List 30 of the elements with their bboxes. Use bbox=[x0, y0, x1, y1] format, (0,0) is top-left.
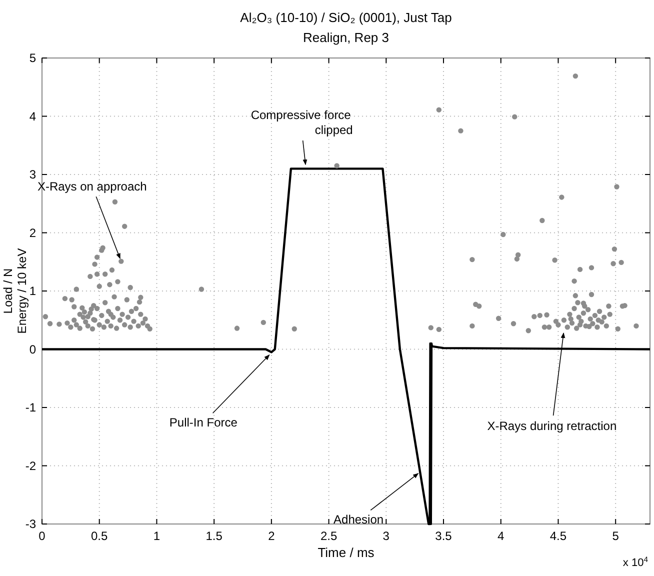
annotation: Adhesion bbox=[334, 512, 384, 527]
y-axis-title: Load / N Energy / 10 keV bbox=[1, 248, 29, 334]
x-tick-label: 0 bbox=[38, 529, 46, 543]
x-tick-label: 5 bbox=[612, 529, 620, 543]
chart-title: Al₂O₃ (10-10) / SiO₂ (0001), Just Tap bbox=[240, 10, 452, 25]
y-tick-label: 1 bbox=[29, 284, 36, 298]
y-tick-label: 2 bbox=[29, 226, 36, 240]
y-tick-label: 5 bbox=[29, 51, 36, 65]
y-tick-label: -2 bbox=[25, 458, 36, 473]
chart-subtitle: Realign, Rep 3 bbox=[303, 30, 389, 45]
x-tick-label: 3 bbox=[382, 529, 390, 543]
x-axis-title: Time / ms bbox=[318, 545, 375, 560]
x-tick-label: 1 bbox=[153, 529, 160, 543]
x-tick-label: 1.5 bbox=[206, 529, 223, 543]
text: x 10$^{4}$ bbox=[622, 554, 649, 569]
x-tick-label: 2.5 bbox=[320, 529, 338, 543]
x-tick-label: 3.5 bbox=[435, 529, 452, 543]
x-tick-label: 4 bbox=[498, 529, 505, 543]
x-tick-label: 0.5 bbox=[91, 529, 108, 543]
y-tick-label: 4 bbox=[29, 109, 36, 124]
annotation: Pull-In Force bbox=[169, 416, 238, 430]
annotation: Compressive force clipped bbox=[250, 108, 353, 138]
y-tick-label: 3 bbox=[29, 168, 36, 182]
x-tick-label: 2 bbox=[268, 529, 276, 543]
annotation: X-Rays during retraction bbox=[487, 419, 617, 434]
annotation: X-Rays on approach bbox=[37, 179, 147, 194]
y-tick-label: -3 bbox=[25, 517, 36, 531]
x-tick-label: 4.5 bbox=[550, 529, 567, 543]
y-tick-label: 0 bbox=[29, 342, 36, 356]
y-tick-label: -1 bbox=[25, 400, 36, 414]
